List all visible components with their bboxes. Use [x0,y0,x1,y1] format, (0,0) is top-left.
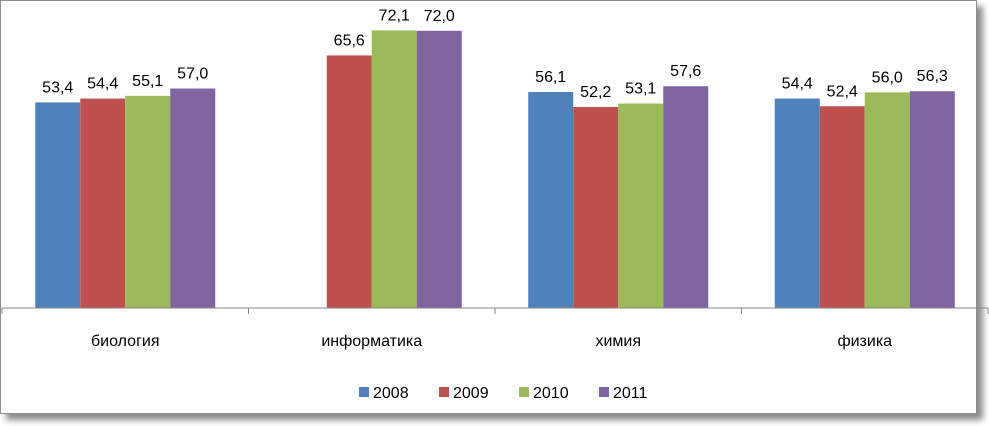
bar-2009-2 [573,107,619,308]
legend-swatch-2011 [599,387,609,397]
data-label: 55,1 [132,73,163,90]
data-label: 56,1 [535,69,566,86]
data-label: 72,0 [424,8,455,25]
data-label: 52,4 [827,83,858,100]
bar-2010-3 [864,92,910,309]
bar-2008-0 [35,102,81,308]
bar-2010-0 [125,95,171,309]
data-label: 53,4 [42,79,73,96]
category-labels-layer: биология информатика химия физика [91,333,892,350]
legend-swatch-2008 [359,387,369,397]
bar-2010-1 [371,30,417,308]
bar-2011-1 [416,30,462,309]
bars-layer [35,30,955,309]
bar-2009-0 [80,98,126,308]
legend-swatch-2009 [439,387,449,397]
data-label: 52,2 [580,84,611,101]
data-label: 56,3 [917,68,948,85]
x-axis-ticks [1,308,989,314]
legend-label: 2010 [533,385,569,402]
legend-swatch-2010 [519,387,529,397]
bar-2009-3 [819,106,865,308]
legend-label: 2009 [453,385,489,402]
data-label: 54,4 [782,76,813,93]
data-label: 53,1 [625,81,656,98]
data-label: 54,4 [87,76,118,93]
data-label: 56,0 [872,69,903,86]
bar-2011-0 [170,88,216,308]
category-label: биология [91,333,160,350]
bar-2011-3 [909,91,955,309]
bar-2011-2 [663,86,709,309]
bar-2008-2 [528,92,574,308]
legend-label: 2011 [613,385,648,402]
category-label: химия [595,333,641,350]
data-labels-layer: 53,4 54,4 55,1 57,0 65,6 72,1 72,0 56,1 52,2 53,1… [42,7,948,101]
data-label: 72,1 [379,7,410,24]
data-label: 57,6 [670,63,701,80]
bar-2009-1 [326,55,372,308]
data-label: 65,6 [334,32,365,49]
legend-label: 2008 [373,385,409,402]
bar-2010-2 [618,103,664,308]
category-label: информатика [321,333,422,350]
data-label: 57,0 [177,66,208,83]
category-label: физика [837,333,892,350]
legend: 2008 2009 2010 2011 [359,385,648,402]
bar-2008-3 [774,98,820,308]
